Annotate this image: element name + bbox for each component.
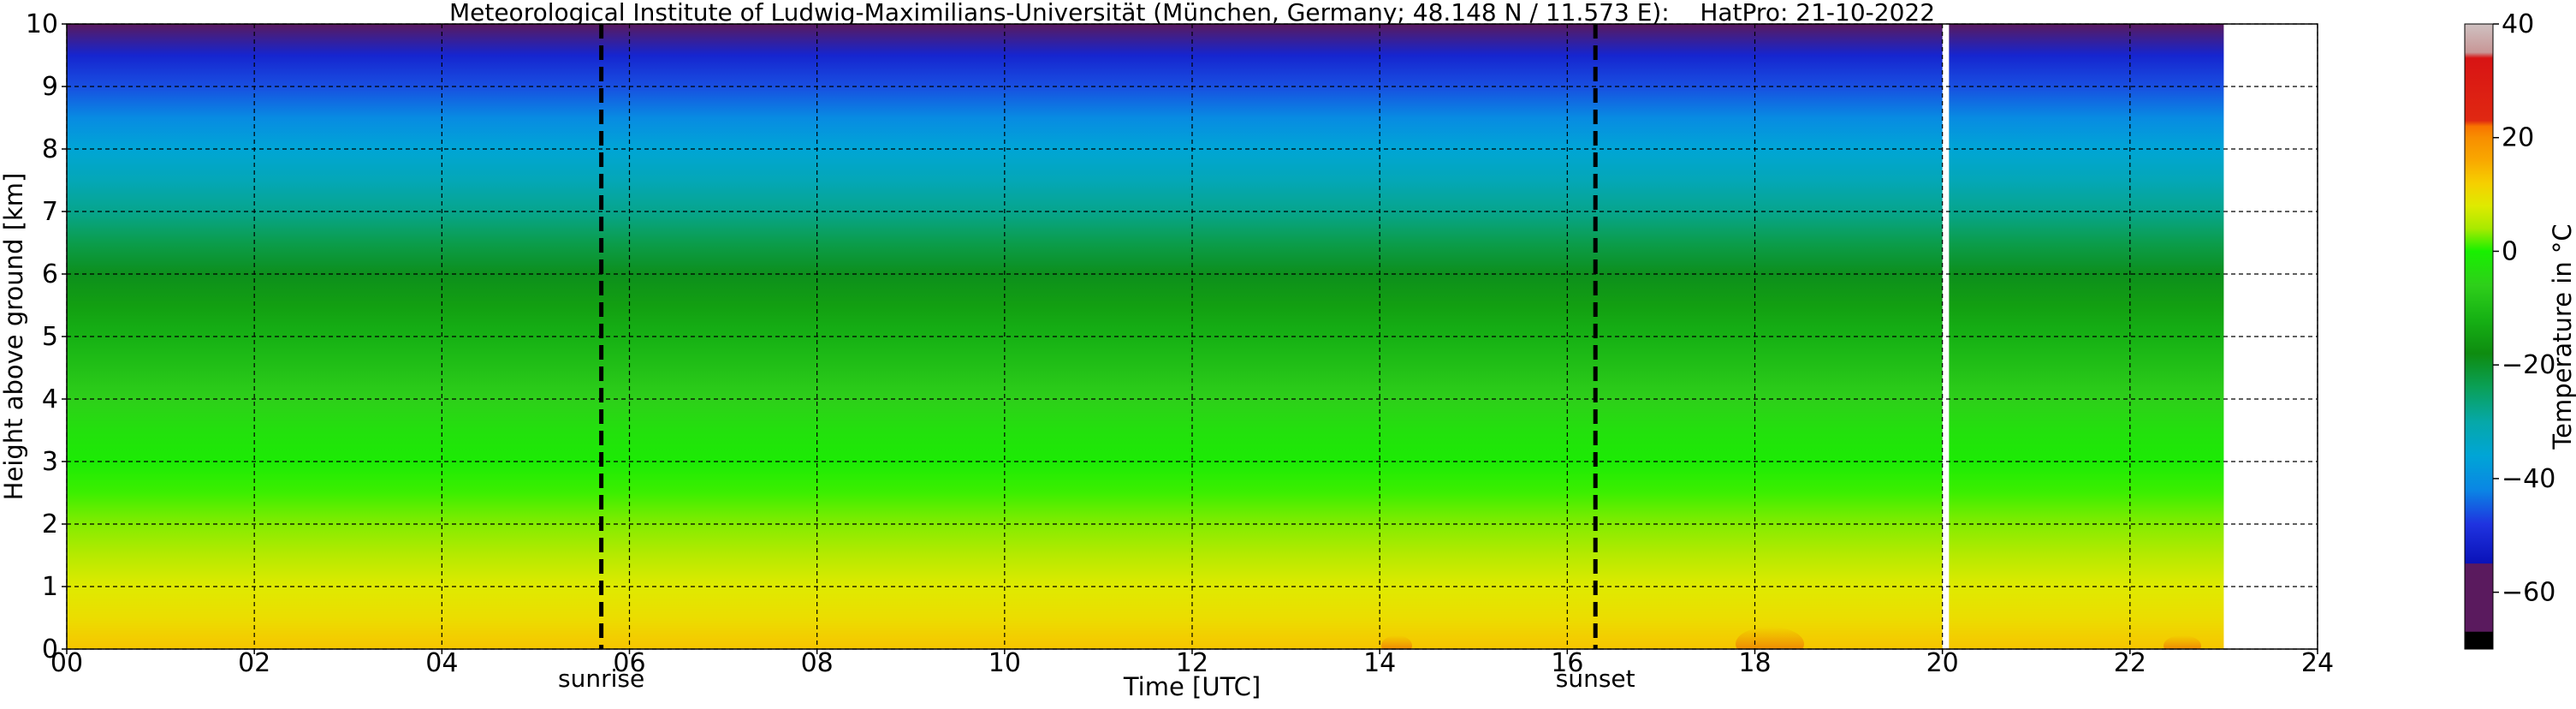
colorbar-fill <box>2465 24 2493 649</box>
sunrise-label: sunrise <box>558 664 644 693</box>
x-tick-label: 10 <box>988 648 1021 678</box>
x-tick-label: 20 <box>1926 648 1959 678</box>
warm-spot <box>1736 627 1804 649</box>
afternoon-warm-spots <box>1381 627 2201 649</box>
y-tick-label: 3 <box>42 447 58 477</box>
x-axis-ticks: 00 02 04 06 08 10 12 14 16 18 20 22 24 <box>50 648 2334 678</box>
sunset-label: sunset <box>1556 664 1635 693</box>
y-tick-label: 0 <box>42 635 58 664</box>
event-lines: sunrise sunset <box>558 24 1635 693</box>
colorbar-ticks: 40 20 0 −20 −40 −60 <box>2493 9 2555 608</box>
warm-spot <box>2163 635 2201 649</box>
x-tick-label: 14 <box>1363 648 1396 678</box>
y-tick-label: 8 <box>42 134 58 164</box>
y-axis-label: Height above ground [km] <box>0 173 28 501</box>
colorbar-tick-label: 40 <box>2502 9 2534 39</box>
y-tick-label: 9 <box>42 72 58 102</box>
chart-title: Meteorological Institute of Ludwig-Maxim… <box>449 0 1935 27</box>
colorbar-tick-label: 0 <box>2502 236 2518 266</box>
x-tick-label: 18 <box>1738 648 1771 678</box>
x-tick-label: 04 <box>425 648 458 678</box>
x-tick-label: 24 <box>2301 648 2334 678</box>
y-tick-label: 5 <box>42 322 58 352</box>
colorbar-frame <box>2464 23 2494 650</box>
y-tick-label: 10 <box>26 9 58 39</box>
colorbar-tick-label: 20 <box>2502 123 2534 153</box>
x-tick-label: 12 <box>1176 648 1208 678</box>
x-tick-label: 08 <box>801 648 834 678</box>
y-tick-label: 1 <box>42 572 58 602</box>
colorbar-label: Temperature in °C <box>2548 223 2576 450</box>
warm-spot <box>1381 635 1412 649</box>
plot-area: sunrise sunset 00 02 04 06 08 10 12 14 16 18 20 22 24… <box>26 9 2334 693</box>
colorbar-tick-label: −60 <box>2502 578 2555 608</box>
y-tick-label: 4 <box>42 384 58 414</box>
colorbar: 40 20 0 −20 −40 −60 Temperature in °C <box>2464 9 2576 650</box>
data-gap <box>1942 24 1950 649</box>
x-tick-label: 02 <box>238 648 270 678</box>
y-tick-label: 7 <box>42 197 58 227</box>
colorbar-tick-label: −40 <box>2502 464 2555 494</box>
colorbar-tick-label: −20 <box>2502 350 2555 380</box>
x-tick-label: 00 <box>50 648 83 678</box>
y-tick-label: 2 <box>42 509 58 539</box>
x-tick-label: 22 <box>2114 648 2146 678</box>
x-tick-label: 06 <box>613 648 645 678</box>
y-tick-label: 6 <box>42 259 58 289</box>
x-tick-label: 16 <box>1551 648 1583 678</box>
y-axis-ticks: 0 1 2 3 4 5 6 7 8 9 10 <box>26 9 67 664</box>
x-axis-label: Time [UTC] <box>1123 672 1261 701</box>
